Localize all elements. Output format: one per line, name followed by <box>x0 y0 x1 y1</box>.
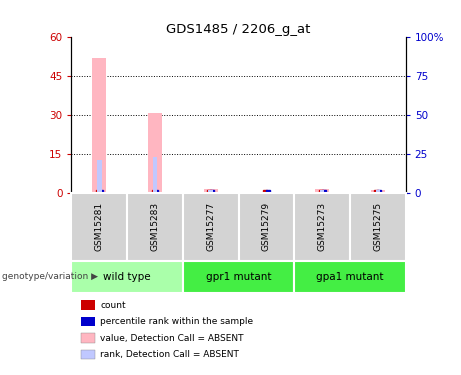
Bar <box>238 193 294 261</box>
Bar <box>315 189 329 193</box>
Bar <box>371 190 385 193</box>
Bar <box>208 190 213 193</box>
Text: value, Detection Call = ABSENT: value, Detection Call = ABSENT <box>100 334 243 343</box>
Text: count: count <box>100 301 126 310</box>
Text: wild type: wild type <box>103 272 151 282</box>
Text: GSM15277: GSM15277 <box>206 202 215 251</box>
Text: GSM15281: GSM15281 <box>95 202 104 251</box>
Bar <box>376 190 380 193</box>
Text: GSM15275: GSM15275 <box>373 202 382 251</box>
Text: gpr1 mutant: gpr1 mutant <box>206 272 272 282</box>
Bar <box>127 193 183 261</box>
Text: GSM15273: GSM15273 <box>318 202 327 251</box>
Text: GSM15283: GSM15283 <box>150 202 160 251</box>
Bar <box>294 193 350 261</box>
Bar <box>204 189 218 193</box>
Text: genotype/variation ▶: genotype/variation ▶ <box>2 272 98 281</box>
Bar <box>264 192 269 193</box>
Bar <box>260 192 273 193</box>
Bar <box>71 261 183 292</box>
Text: rank, Detection Call = ABSENT: rank, Detection Call = ABSENT <box>100 350 239 359</box>
Bar <box>97 160 101 193</box>
Bar <box>294 261 406 292</box>
Bar <box>92 58 106 193</box>
Bar <box>71 193 127 261</box>
Bar <box>183 261 294 292</box>
Text: percentile rank within the sample: percentile rank within the sample <box>100 317 253 326</box>
Bar <box>350 193 406 261</box>
Bar <box>320 190 325 193</box>
Text: GSM15279: GSM15279 <box>262 202 271 251</box>
Bar <box>153 158 157 193</box>
Bar <box>183 193 238 261</box>
Text: gpa1 mutant: gpa1 mutant <box>316 272 384 282</box>
Title: GDS1485 / 2206_g_at: GDS1485 / 2206_g_at <box>166 23 311 36</box>
Bar <box>148 113 162 193</box>
